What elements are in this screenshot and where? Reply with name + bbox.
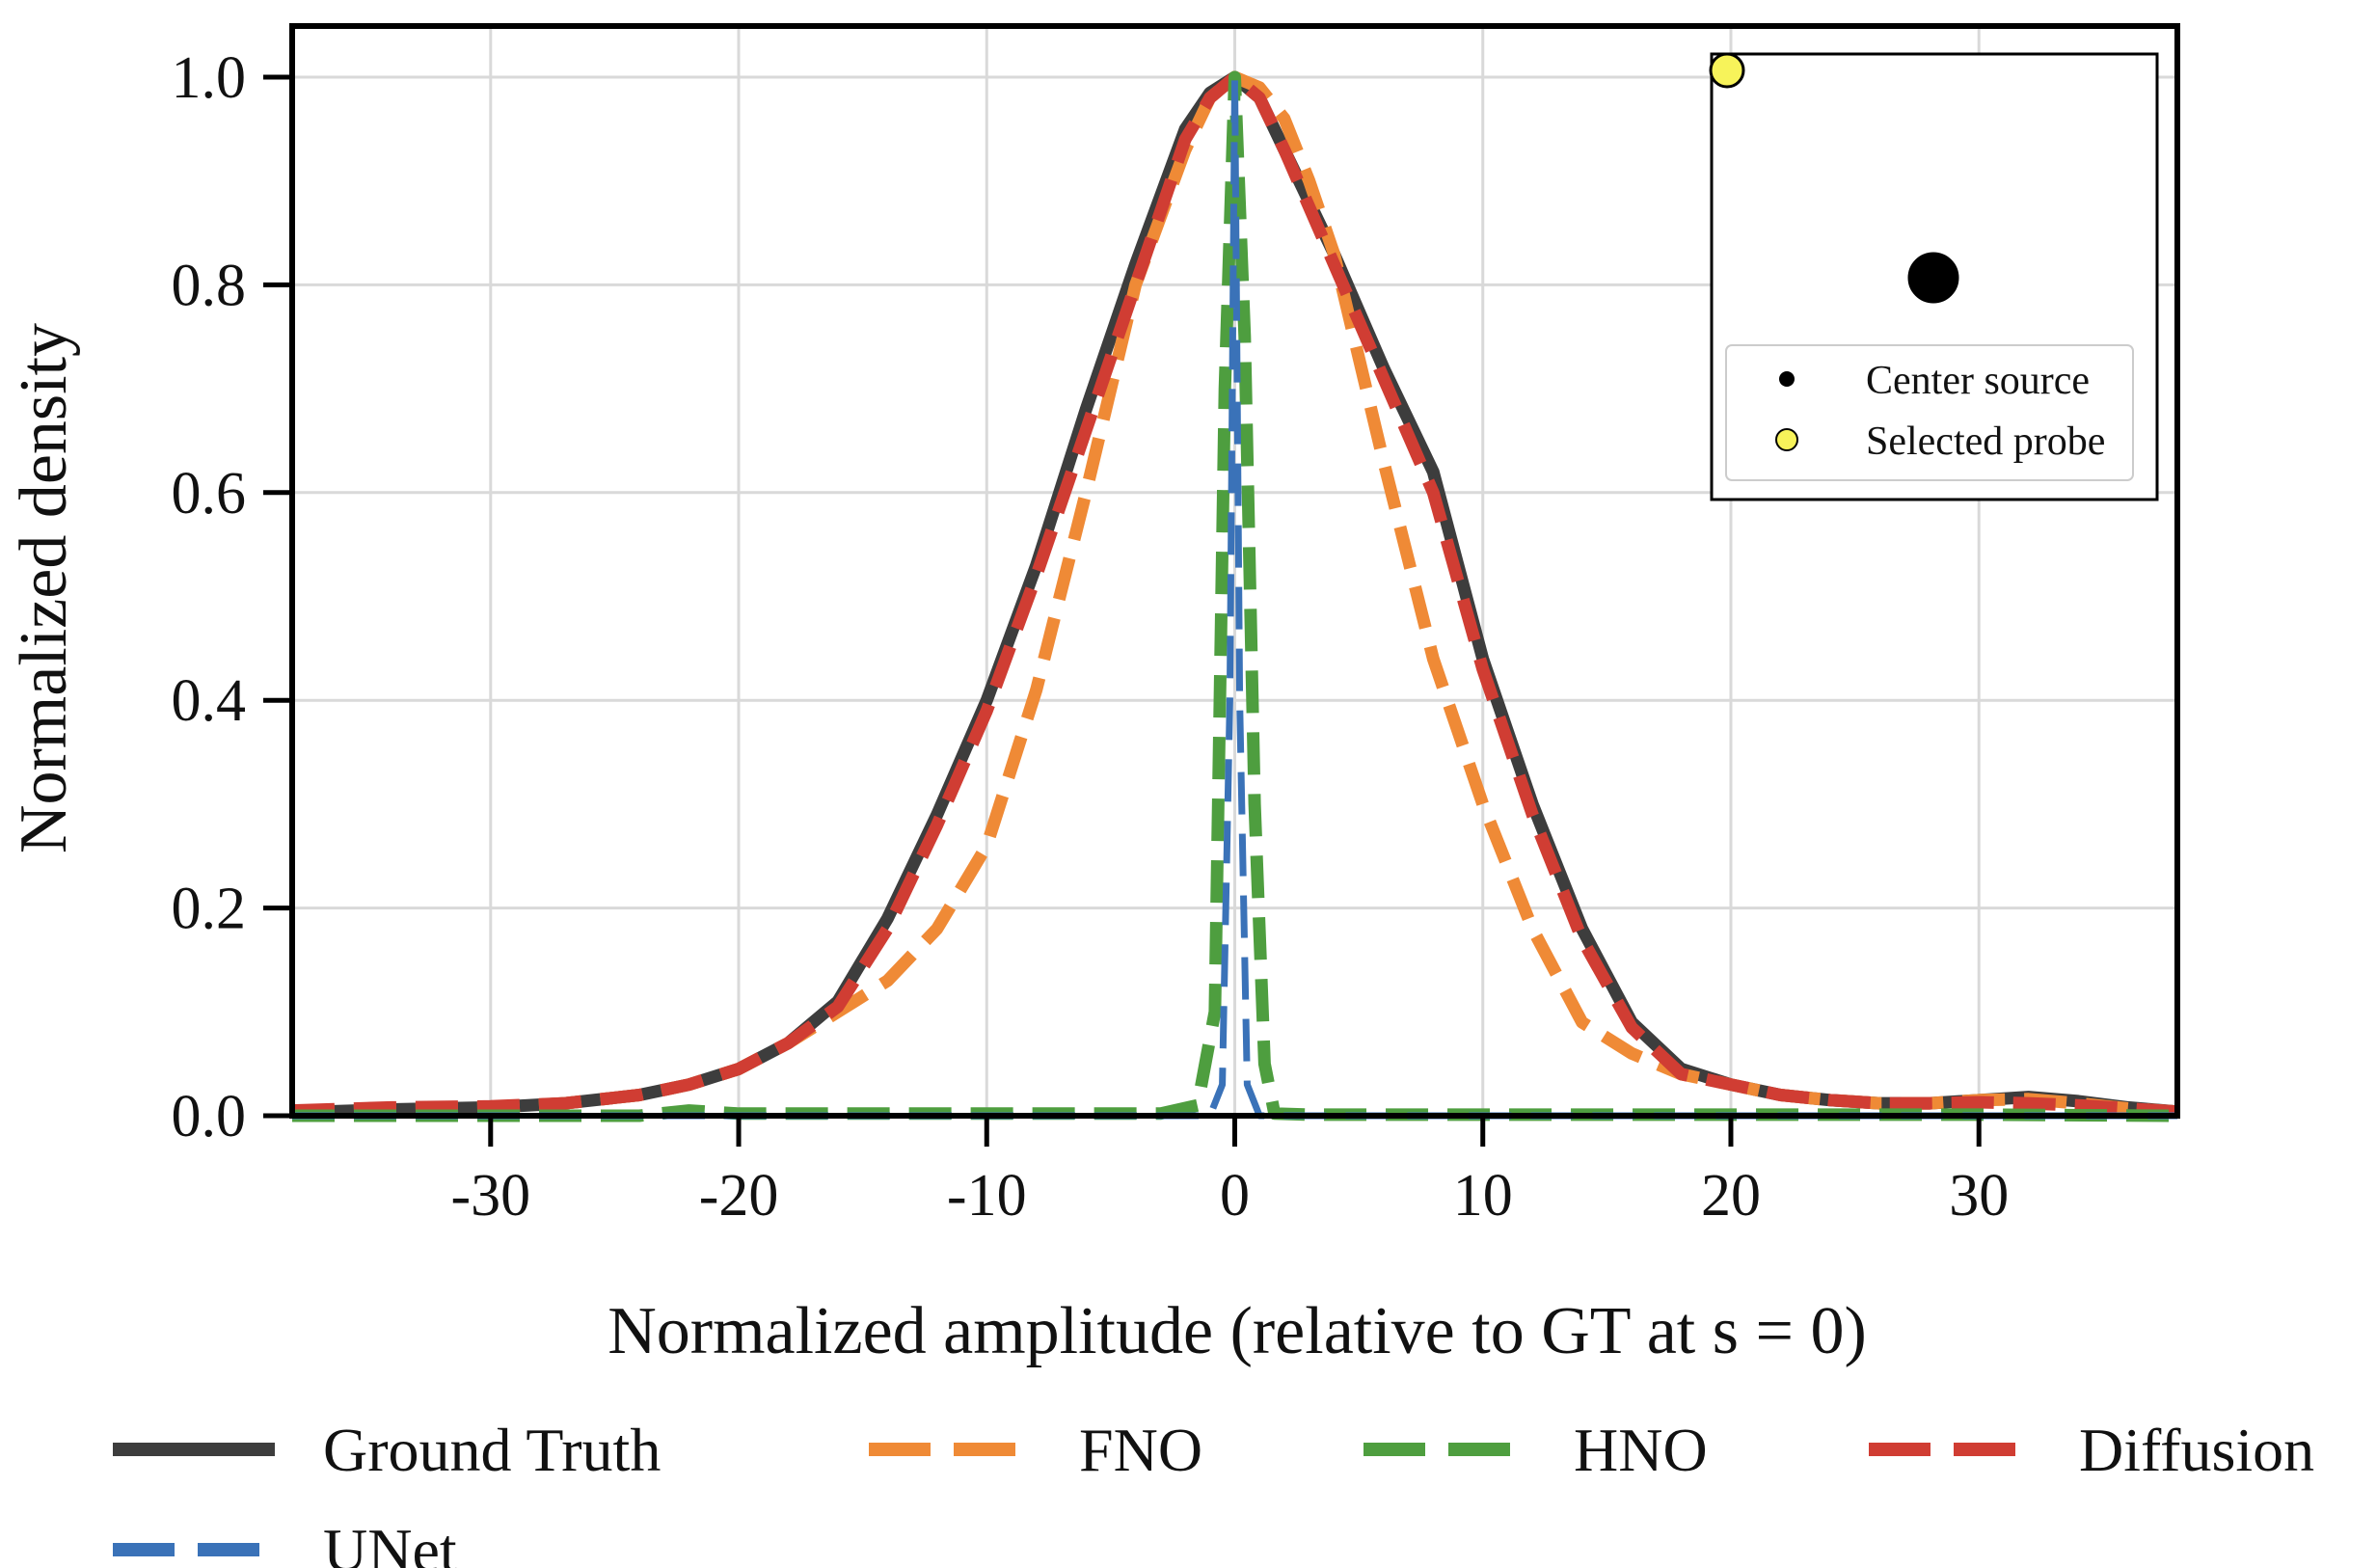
legend-label-fno: FNO xyxy=(1079,1416,1202,1484)
center-source-marker xyxy=(1907,252,1959,304)
inset-legend-center-marker xyxy=(1779,371,1795,387)
inset-legend-probe-label: Selected probe xyxy=(1866,419,2105,464)
inset-legend-center-label: Center source xyxy=(1866,359,2090,403)
legend-label-ground-truth: Ground Truth xyxy=(323,1416,661,1484)
inset-legend-probe-marker xyxy=(1775,428,1798,451)
axis-ticks: -30 -20 -10 0 10 20 30 0.0 0.2 0.4 0.6 0.8 1.0 xyxy=(172,45,2010,1229)
legend: Ground Truth FNO HNO Diffusion UNet xyxy=(113,1416,2314,1568)
x-tick-label: 20 xyxy=(1701,1163,1761,1229)
x-tick-label: 30 xyxy=(1949,1163,2009,1229)
inset-legend-box xyxy=(1725,344,2134,481)
legend-label-hno: HNO xyxy=(1574,1416,1708,1484)
series-line-diffusion xyxy=(291,70,2178,1119)
x-tick-label: -30 xyxy=(450,1163,530,1229)
inset-panel: Center source Selected probe xyxy=(1709,52,2159,501)
x-tick-label: -20 xyxy=(699,1163,779,1229)
y-axis-label: Normalized density xyxy=(7,323,81,853)
legend-label-diffusion: Diffusion xyxy=(2079,1416,2314,1484)
y-tick-label: 0.4 xyxy=(172,668,247,734)
y-tick-label: 0.2 xyxy=(172,877,247,942)
y-tick-label: 0.8 xyxy=(172,253,247,318)
x-tick-label: 10 xyxy=(1453,1163,1513,1229)
x-tick-label: 0 xyxy=(1220,1163,1250,1229)
y-tick-label: 0.6 xyxy=(172,461,247,527)
x-tick-label: -10 xyxy=(947,1163,1027,1229)
y-tick-label: 0.0 xyxy=(172,1084,247,1149)
x-axis-label: Normalized amplitude (relative to GT at … xyxy=(608,1294,1867,1368)
legend-label-unet: UNet xyxy=(323,1516,457,1568)
y-tick-label: 1.0 xyxy=(172,45,247,111)
selected-probe-marker xyxy=(1709,52,1745,89)
